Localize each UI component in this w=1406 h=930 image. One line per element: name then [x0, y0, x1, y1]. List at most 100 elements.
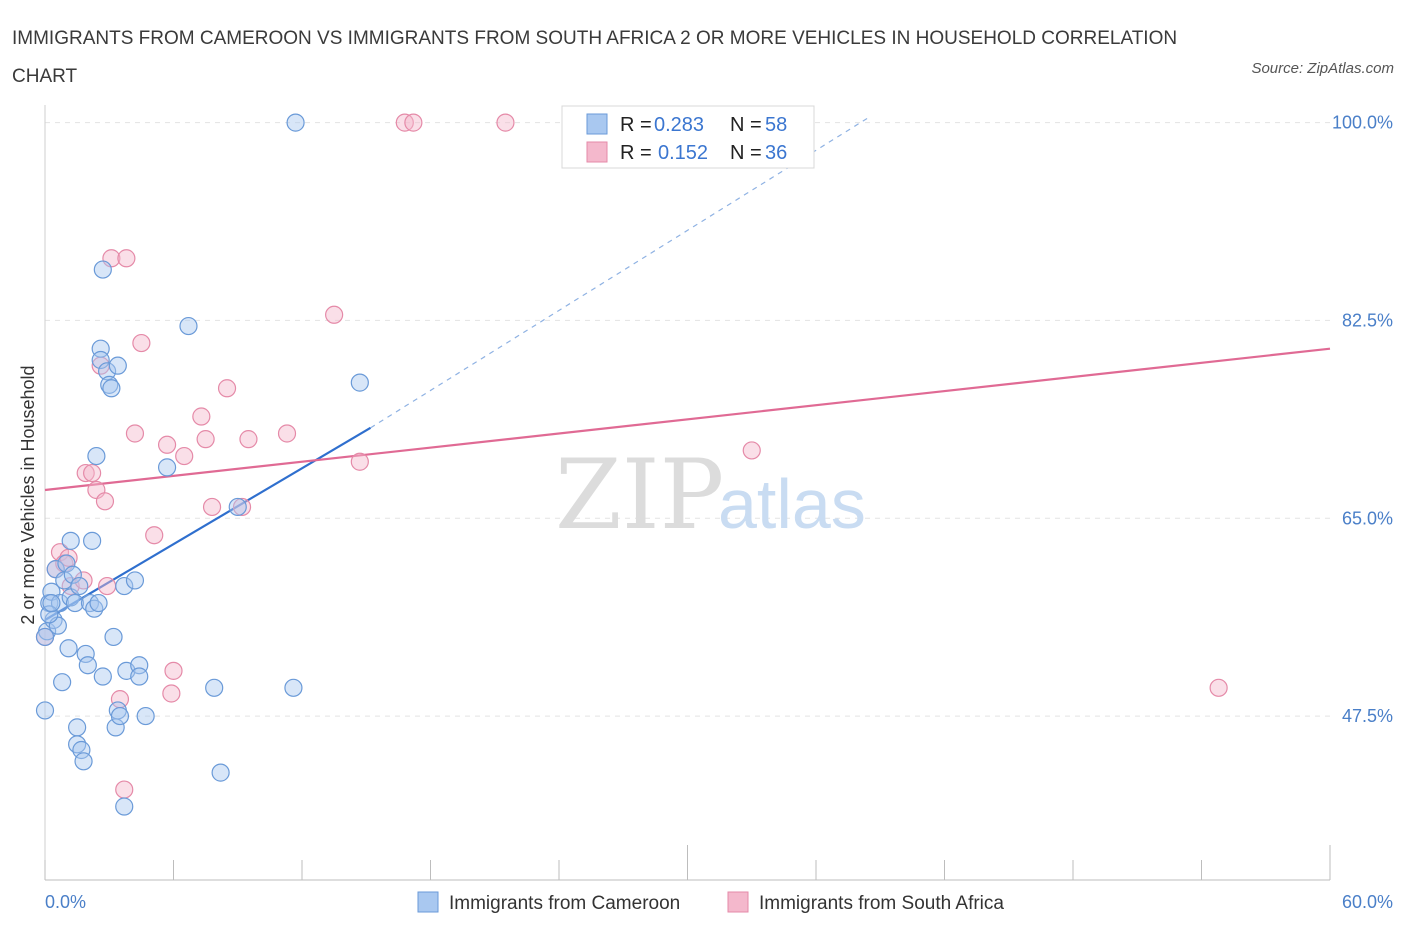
data-point-south-africa — [239, 430, 258, 449]
data-point-cameroon — [104, 627, 123, 647]
stats-legend: R = 0.283 N = 58 R = 0.152 N = 36 — [561, 105, 815, 169]
data-point-cameroon — [40, 605, 59, 624]
data-point-cameroon — [53, 673, 72, 692]
source-credit: Source: ZipAtlas.com — [1251, 60, 1394, 77]
data-point-cameroon — [93, 667, 112, 686]
data-point-south-africa — [157, 435, 177, 454]
data-point-south-africa — [404, 113, 423, 132]
data-point-cameroon — [108, 356, 127, 375]
axes — [44, 105, 1331, 881]
legend-r-label-cameroon: R = — [620, 114, 652, 136]
watermark: ZIP atlas — [555, 439, 866, 551]
data-point-south-africa — [350, 452, 369, 471]
x-tick-label: 0.0% — [45, 892, 86, 912]
data-point-south-africa — [742, 441, 761, 460]
data-point-cameroon — [42, 593, 61, 613]
legend-n-label-south-africa: N = — [730, 142, 762, 164]
data-point-cameroon — [63, 565, 82, 584]
legend-r-value-cameroon: 0.283 — [654, 114, 704, 136]
data-point-cameroon — [115, 576, 134, 596]
data-point-south-africa — [1209, 678, 1228, 697]
data-point-south-africa — [115, 780, 134, 799]
data-point-cameroon — [89, 593, 108, 613]
data-point-cameroon — [78, 656, 97, 675]
series-legend-label-cameroon: Immigrants from Cameroon — [449, 893, 680, 914]
data-point-cameroon — [91, 350, 110, 370]
data-point-cameroon — [179, 316, 198, 336]
data-point-south-africa — [162, 684, 181, 703]
legend-n-value-south-africa: 36 — [765, 142, 787, 164]
data-point-cameroon — [83, 531, 102, 550]
data-point-cameroon — [87, 446, 106, 466]
data-point-south-africa — [202, 497, 222, 517]
data-point-south-africa — [145, 526, 164, 545]
data-point-cameroon — [228, 497, 247, 517]
data-point-south-africa — [175, 446, 194, 466]
data-point-cameroon — [102, 379, 121, 398]
y-tick-label: 65.0% — [1342, 508, 1393, 528]
data-point-south-africa — [217, 379, 237, 398]
data-point-south-africa — [192, 407, 211, 426]
watermark-zip: ZIP — [555, 439, 724, 551]
chart-title: IMMIGRANTS FROM CAMEROON VS IMMIGRANTS F… — [12, 28, 1178, 87]
data-point-south-africa — [76, 463, 95, 483]
watermark-atlas: atlas — [718, 465, 866, 543]
data-point-cameroon — [59, 639, 78, 658]
data-point-south-africa — [98, 576, 117, 596]
data-point-cameroon — [98, 362, 117, 381]
data-point-cameroon — [57, 554, 76, 573]
data-point-cameroon — [211, 763, 230, 782]
data-point-cameroon — [76, 644, 95, 664]
data-point-cameroon — [125, 571, 145, 590]
data-point-cameroon — [74, 752, 93, 771]
trend-line-cameroon-extension — [370, 116, 870, 429]
data-point-cameroon — [65, 593, 85, 613]
trend-line-south-africa — [44, 347, 1331, 492]
data-point-south-africa — [325, 305, 344, 324]
data-point-south-africa — [496, 113, 515, 132]
data-point-south-africa — [125, 424, 145, 443]
y-tick-label: 47.5% — [1342, 706, 1393, 726]
legend-r-value-south-africa: 0.152 — [658, 142, 708, 164]
data-point-cameroon — [284, 678, 303, 697]
data-point-cameroon — [157, 458, 177, 477]
data-point-south-africa — [132, 333, 151, 353]
x-tick-label: 60.0% — [1342, 892, 1393, 912]
data-point-cameroon — [93, 260, 112, 279]
data-point-cameroon — [286, 113, 305, 132]
y-tick-label: 100.0% — [1332, 113, 1393, 133]
data-point-cameroon — [115, 797, 134, 816]
data-point-cameroon — [70, 576, 89, 596]
data-point-cameroon — [35, 627, 55, 647]
data-point-cameroon — [136, 706, 155, 726]
data-point-cameroon — [72, 740, 91, 760]
data-point-south-africa — [117, 249, 136, 268]
series-legend-label-south-africa: Immigrants from South Africa — [759, 893, 1004, 914]
data-point-cameroon — [205, 678, 224, 697]
legend-r-label-south-africa: R = — [620, 142, 652, 164]
y-axis-label: 2 or more Vehicles in Household — [18, 365, 38, 624]
data-point-cameroon — [68, 718, 87, 737]
data-point-cameroon — [35, 701, 55, 720]
data-point-south-africa — [232, 497, 252, 517]
series-legend-swatch-cameroon — [417, 891, 439, 913]
data-point-south-africa — [277, 424, 297, 443]
series-legend: Immigrants from Cameroon Immigrants from… — [417, 891, 1004, 914]
data-point-cameroon — [130, 667, 149, 686]
data-point-cameroon — [110, 706, 130, 726]
data-point-cameroon — [350, 373, 369, 392]
y-tick-label: 82.5% — [1342, 310, 1393, 330]
series-legend-swatch-south-africa — [727, 891, 749, 913]
data-point-south-africa — [83, 463, 102, 483]
data-point-cameroon — [61, 531, 80, 550]
legend-n-label-cameroon: N = — [730, 114, 762, 136]
data-point-south-africa — [95, 492, 115, 511]
tick-labels: 47.5% 65.0% 82.5% 100.0% 0.0% 60.0% — [45, 113, 1393, 912]
data-points — [35, 113, 1228, 816]
data-point-south-africa — [196, 430, 215, 449]
legend-swatch-south-africa — [586, 141, 608, 163]
legend-n-value-cameroon: 58 — [765, 114, 787, 136]
data-point-south-africa — [164, 661, 183, 680]
legend-swatch-cameroon — [586, 113, 608, 135]
